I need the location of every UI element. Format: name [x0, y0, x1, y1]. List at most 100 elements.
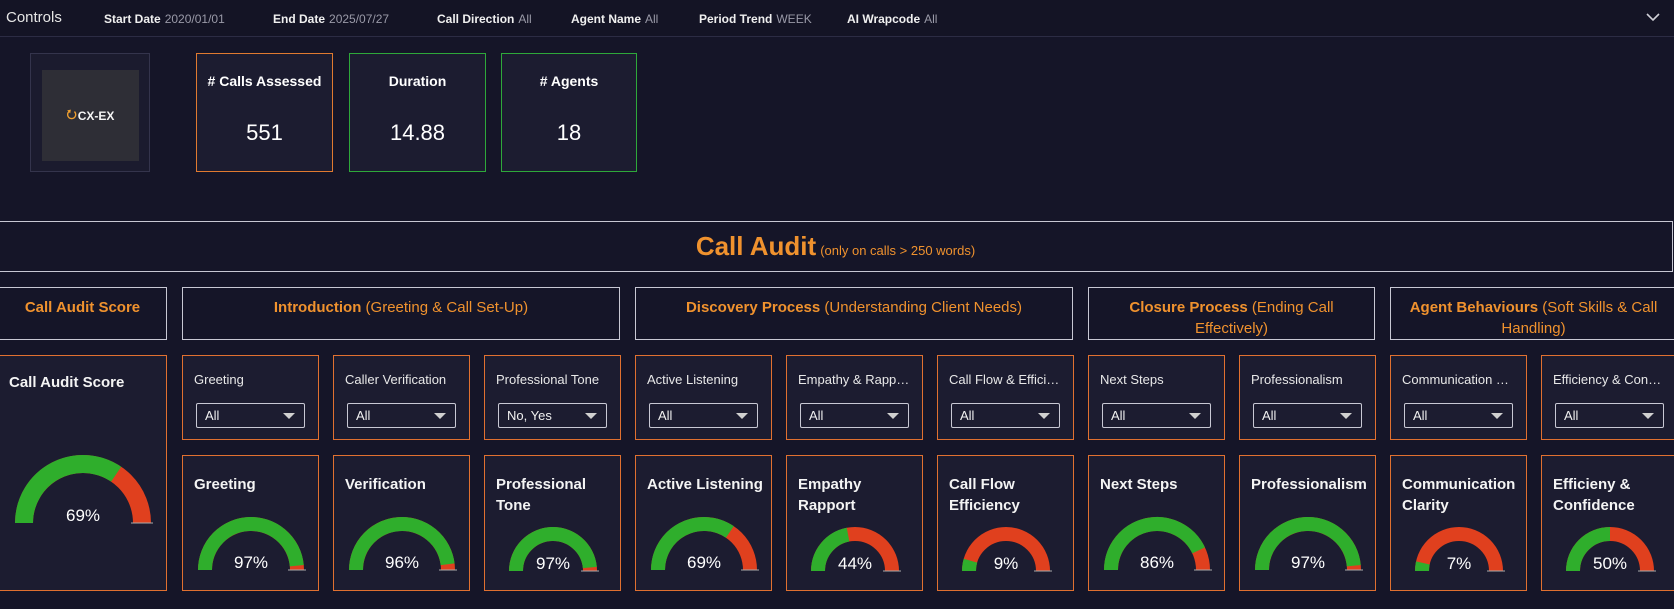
gauge-value-arc: [509, 527, 597, 572]
dropdown-arrow-icon: [1491, 413, 1503, 419]
slicer-label: Efficiency & Con…: [1553, 372, 1662, 387]
gauge-value-arc: [1255, 517, 1361, 571]
gauge-chart: 50%: [1566, 527, 1656, 573]
filter-end-date[interactable]: End Date 2025/07/27: [273, 12, 390, 26]
gauge-value-arc: [349, 517, 455, 571]
gauge-card-empathy-rapport: Empathy Rapport 44%: [786, 455, 923, 591]
kpi-duration: Duration 14.88: [349, 53, 486, 172]
section-agent-behaviours: Agent Behaviours (Soft Skills & Call Han…: [1390, 287, 1674, 340]
slicer-dropdown[interactable]: All: [1102, 403, 1211, 428]
kpi-calls-assessed: # Calls Assessed 551: [196, 53, 333, 172]
dropdown-arrow-icon: [887, 413, 899, 419]
slicer-value: All: [356, 408, 371, 423]
slicer-dropdown[interactable]: No, Yes: [498, 403, 607, 428]
slicer-caller-verification: Caller Verification All: [333, 355, 470, 440]
gauge-chart: 97%: [198, 517, 306, 572]
gauge-value-label: 44%: [838, 554, 872, 573]
gauge-card-efficiency-confidence: Efficieny & Confidence 50%: [1541, 455, 1674, 591]
filter-start-date[interactable]: Start Date 2020/01/01: [104, 12, 225, 26]
dropdown-arrow-icon: [1189, 413, 1201, 419]
gauge-value-label: 69%: [687, 553, 721, 572]
gauge-card-active-listening: Active Listening 69%: [635, 455, 772, 591]
slicer-label: Professionalism: [1251, 372, 1343, 387]
kpi-value: 551: [246, 120, 283, 145]
gauge-title: Active Listening: [647, 476, 763, 493]
gauge-chart: 9%: [962, 527, 1052, 573]
gauge-card-call-flow-efficiency: Call Flow Efficiency 9%: [937, 455, 1074, 591]
slicer-label: Professional Tone: [496, 372, 600, 387]
slicer-label: Call Flow & Effici…: [949, 372, 1060, 387]
gauge-title: Empathy Rapport: [798, 476, 862, 514]
filter-call-direction[interactable]: Call Direction All: [437, 12, 532, 26]
slicer-value: All: [1413, 408, 1428, 423]
section-call-audit-score: Call Audit Score: [0, 287, 167, 340]
gauge-chart: 97%: [509, 527, 599, 573]
gauge-value-label: 86%: [1140, 553, 1174, 572]
gauge-chart: 86%: [1104, 517, 1212, 572]
slicer-dropdown[interactable]: All: [1555, 403, 1664, 428]
dropdown-arrow-icon: [283, 413, 295, 419]
dropdown-arrow-icon: [1340, 413, 1352, 419]
section-introduction: Introduction (Greeting & Call Set-Up): [182, 287, 620, 340]
call-audit-score-gauge: 69%: [15, 455, 153, 525]
section-discovery-process: Discovery Process (Understanding Client …: [635, 287, 1073, 340]
gauge-remainder-arc: [962, 527, 1050, 572]
slicer-call-flow-efficiency: Call Flow & Effici… All: [937, 355, 1074, 440]
slicer-dropdown[interactable]: All: [347, 403, 456, 428]
section-closure-process: Closure Process (Ending Call Effectively…: [1088, 287, 1375, 340]
banner-title: Call Audit: [695, 231, 817, 261]
gauge-value-arc: [1415, 561, 1430, 572]
slicer-dropdown[interactable]: All: [951, 403, 1060, 428]
gauge-chart: 44%: [811, 527, 901, 573]
dropdown-arrow-icon: [1038, 413, 1050, 419]
filter-period-trend[interactable]: Period Trend WEEK: [699, 12, 812, 26]
gauge-card-greeting: Greeting 97%: [182, 455, 319, 591]
slicer-greeting: Greeting All: [182, 355, 319, 440]
kpi-value: 14.88: [389, 120, 446, 145]
slicer-dropdown[interactable]: All: [196, 403, 305, 428]
gauge-value-label: 97%: [1291, 553, 1325, 572]
slicer-value: All: [1262, 408, 1277, 423]
dropdown-arrow-icon: [736, 413, 748, 419]
slicer-label: Active Listening: [647, 372, 739, 387]
slicer-dropdown[interactable]: All: [800, 403, 909, 428]
gauge-value-arc: [811, 527, 850, 572]
slicer-professional-tone: Professional Tone No, Yes: [484, 355, 621, 440]
gauge-value-label: 7%: [1447, 554, 1472, 573]
slicer-label: Empathy & Rapp…: [798, 372, 910, 387]
logo-mark-icon: ⭮: [66, 107, 77, 121]
kpi-label: # Calls Assessed: [207, 73, 322, 89]
slicer-label: Next Steps: [1100, 372, 1164, 387]
gauge-value-arc: [651, 517, 734, 571]
gauge-card-caller-verification: Verification 96%: [333, 455, 470, 591]
slicer-value: No, Yes: [507, 408, 552, 423]
filter-agent-name[interactable]: Agent Name All: [571, 12, 659, 26]
gauge-value-arc: [198, 517, 304, 571]
chevron-down-icon[interactable]: [1644, 8, 1662, 26]
gauge-title: Call Flow Efficiency: [949, 476, 1020, 514]
gauge-title: Professionalism: [1251, 476, 1367, 493]
dropdown-arrow-icon: [434, 413, 446, 419]
gauge-value-label: 97%: [536, 554, 570, 573]
filter-ai-wrapcode[interactable]: AI Wrapcode All: [847, 12, 938, 26]
slicer-label: Caller Verification: [345, 372, 447, 387]
gauge-value-arc: [1104, 517, 1205, 571]
gauge-value-label: 50%: [1593, 554, 1627, 573]
slicer-communication-clarity: Communication … All: [1390, 355, 1527, 440]
slicer-dropdown[interactable]: All: [1404, 403, 1513, 428]
kpi-label: Duration: [388, 73, 447, 89]
slicer-value: All: [658, 408, 673, 423]
gauge-title: Efficieny & Confidence: [1553, 476, 1635, 514]
slicer-dropdown[interactable]: All: [1253, 403, 1362, 428]
gauge-value-arc: [1566, 527, 1611, 572]
slicer-value: All: [1564, 408, 1579, 423]
slicer-empathy-rapport: Empathy & Rapp… All: [786, 355, 923, 440]
gauge-title: Next Steps: [1100, 476, 1178, 493]
slicer-active-listening: Active Listening All: [635, 355, 772, 440]
dropdown-arrow-icon: [1642, 413, 1654, 419]
slicer-dropdown[interactable]: All: [649, 403, 758, 428]
company-logo: ⭮ CX-EX: [42, 70, 139, 161]
slicer-next-steps: Next Steps All: [1088, 355, 1225, 440]
gauge-chart: 7%: [1415, 527, 1505, 573]
gauge-value-arc: [15, 455, 122, 524]
